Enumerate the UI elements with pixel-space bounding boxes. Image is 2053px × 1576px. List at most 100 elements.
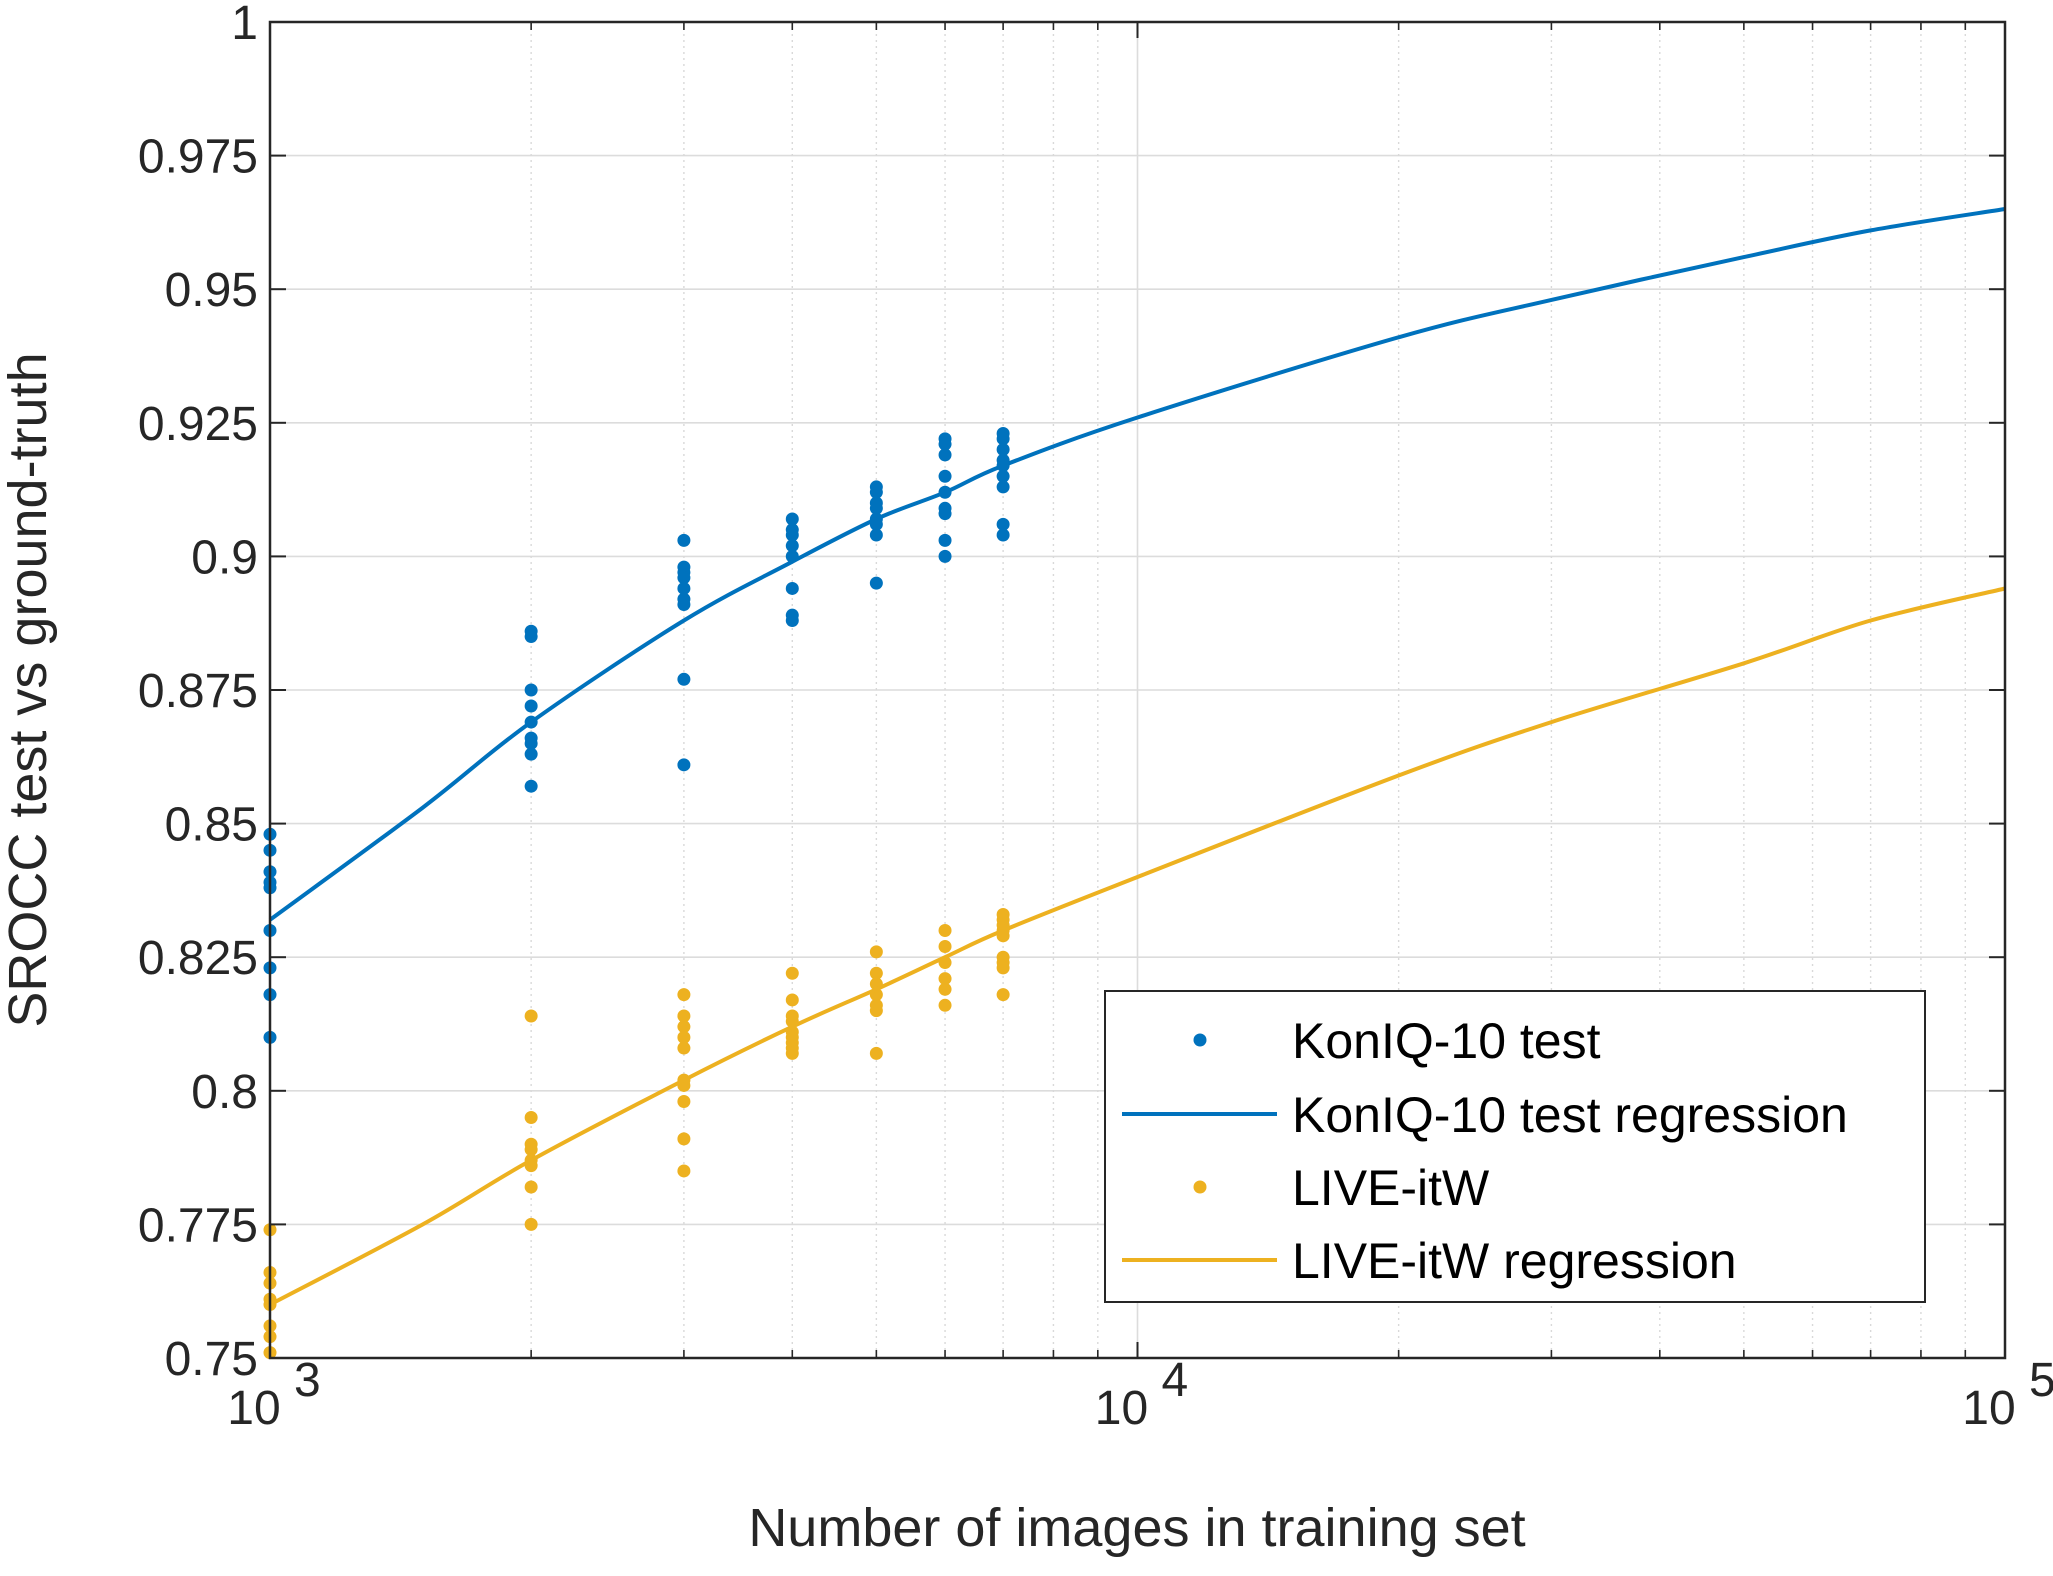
data-point [677,571,691,585]
data-point [785,1046,799,1060]
x-tick-label-base: 10 [1095,1382,1148,1435]
data-point [677,533,691,547]
y-tick-label: 0.9 [191,531,258,584]
x-tick-label-exponent: 3 [294,1354,321,1407]
x-tick-label-base: 10 [227,1382,280,1435]
data-point [869,966,883,980]
data-point [677,1009,691,1023]
data-point [869,576,883,590]
x-tick-label-exponent: 5 [2029,1354,2053,1407]
series-1 [268,207,2006,922]
series-3 [269,586,2006,1307]
legend-label-live-points: LIVE-itW [1292,1160,1490,1216]
data-point [785,993,799,1007]
data-point [869,1046,883,1060]
y-tick-label: 0.85 [165,799,258,852]
data-point [524,1009,538,1023]
data-point [996,443,1010,457]
data-point [938,923,952,937]
data-point [677,1041,691,1055]
y-tick-label: 0.975 [138,131,258,184]
data-point [524,699,538,713]
axis-ticks [269,21,2006,1359]
data-point [996,432,1010,446]
data-point [938,940,952,954]
data-point [938,549,952,563]
data-point [524,779,538,793]
series-0 [263,426,1010,1044]
data-point [677,581,691,595]
data-point [785,539,799,553]
data-point [869,528,883,542]
legend-label-live-regression: LIVE-itW regression [1292,1233,1737,1289]
data-point [938,998,952,1012]
data-point [785,512,799,526]
data-point [524,1111,538,1125]
data-point [524,1217,538,1231]
y-tick-label: 0.8 [191,1066,258,1119]
legend-box [1104,990,1926,1303]
y-axis-title: SROCC test vs ground-truth [0,352,58,1027]
data-point [524,736,538,750]
data-point [524,1143,538,1157]
legend: KonIQ-10 test KonIQ-10 test regression L… [1104,990,1926,1303]
regression-line [268,207,2006,922]
data-point [677,1094,691,1108]
data-point [996,517,1010,531]
data-point [938,507,952,521]
data-point [938,533,952,547]
data-point [677,672,691,686]
data-point [938,448,952,462]
data-point [938,982,952,996]
legend-marker-live-points [1193,1180,1207,1194]
data-point [938,437,952,451]
regression-line [269,586,2006,1307]
data-point [677,758,691,772]
data-point [677,1020,691,1034]
y-tick-label: 0.75 [165,1333,258,1386]
data-point [996,528,1010,542]
x-tick-label-exponent: 4 [1162,1354,1189,1407]
x-tick-label: 10 3 [227,1354,320,1435]
legend-label-koniq-regression: KonIQ-10 test regression [1292,1087,1848,1143]
y-tick-label: 0.875 [138,665,258,718]
data-point [677,1164,691,1178]
data-point [785,614,799,628]
data-point [938,972,952,986]
x-tick-label: 10 4 [1095,1354,1188,1435]
y-tick-label: 0.95 [165,264,258,317]
data-point [524,630,538,644]
x-axis-title: Number of images in training set [748,1498,1525,1558]
data-point [524,747,538,761]
legend-marker-koniq-points [1193,1033,1207,1047]
data-point [524,683,538,697]
data-point [996,469,1010,483]
data-point [677,988,691,1002]
data-point [938,469,952,483]
data-point [869,501,883,515]
legend-label-koniq-points: KonIQ-10 test [1292,1013,1601,1069]
data-point [677,597,691,611]
y-tick-label: 1 [231,0,258,50]
data-point [785,966,799,980]
y-tick-label: 0.925 [138,398,258,451]
data-point [677,1132,691,1146]
data-point [524,1180,538,1194]
data-point [996,961,1010,975]
major-grid [270,22,2005,1358]
data-point [869,485,883,499]
y-tick-label: 0.825 [138,932,258,985]
x-axis-tick-labels: 10 3 10 4 10 5 [227,1354,2053,1435]
x-tick-label: 10 5 [1962,1354,2053,1435]
data-point [869,1004,883,1018]
x-tick-label-base: 10 [1962,1382,2015,1435]
data-point [785,581,799,595]
data-point [996,480,1010,494]
y-axis-tick-labels: 0.75 0.775 0.8 0.825 0.85 0.875 0.9 0.925 0.95 0.… [138,0,258,1386]
data-point [785,528,799,542]
y-tick-label: 0.775 [138,1199,258,1252]
data-point [869,945,883,959]
data-point [677,1030,691,1044]
data-point [996,988,1010,1002]
